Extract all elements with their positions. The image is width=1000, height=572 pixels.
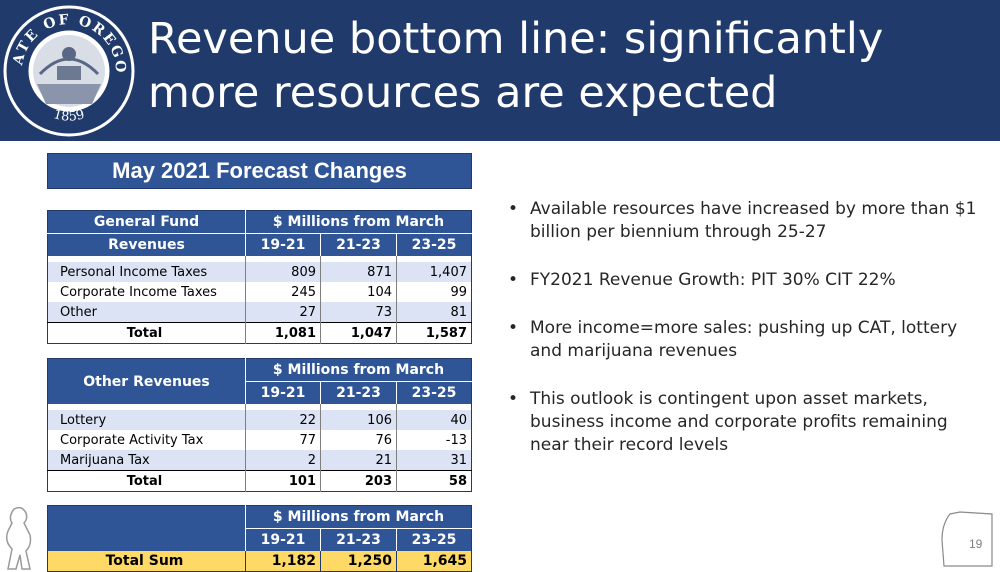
year-header: 19-21 [245,381,321,404]
cell-value: 27 [245,302,321,323]
cell-value: 1,407 [396,262,472,282]
total-sum-row: Total Sum 1,182 1,250 1,645 [47,551,472,572]
bullet-dot: • [508,318,519,338]
year-header: 23-25 [396,528,472,551]
table-row: Personal Income Taxes 809 871 1,407 [47,262,472,282]
total-value: 203 [320,470,397,492]
total-sum-value: 1,645 [396,551,472,572]
total-label: Total [47,322,246,344]
cell-value: 21 [320,450,397,471]
table-row: Corporate Activity Tax 77 76 -13 [48,430,472,450]
row-label: Personal Income Taxes [47,262,246,282]
row-label-header: Other Revenues [47,358,246,404]
cell-value: 871 [320,262,397,282]
bullet-text: Available resources have increased by mo… [530,199,977,242]
row-label: Corporate Activity Tax [60,432,204,448]
bullet-text: This outlook is contingent upon asset ma… [530,389,948,455]
year-header: 19-21 [245,233,321,256]
oregon-outline-icon [941,511,993,567]
cell-value: 40 [396,410,472,430]
total-value: 58 [396,470,472,492]
cell-value: 106 [320,410,397,430]
cell-value: -13 [396,430,472,450]
row-label: Marijuana Tax [47,450,246,471]
table-row: Other 27 73 81 [47,302,472,323]
cell-value: 81 [396,302,472,323]
other-revenues-table: Other Revenues $ Millions from March 19-… [47,358,472,492]
bullet-dot: • [508,199,519,219]
cell-value: 104 [320,282,397,302]
table-row: Marijuana Tax 2 21 31 [47,450,472,471]
bullet-list: • Available resources have increased by m… [508,198,978,482]
slide-title: Revenue bottom line: significantly more … [148,14,884,118]
bullet-item: • Available resources have increased by m… [508,198,978,244]
year-header: 23-25 [396,381,472,404]
cell-value: 22 [245,410,321,430]
total-sum-table: $ Millions from March 19-21 21-23 23-25 … [47,505,472,572]
cell-value: 31 [396,450,472,471]
total-sum-value: 1,182 [245,551,321,572]
forecast-subtitle: May 2021 Forecast Changes [47,153,472,189]
svg-text:1859: 1859 [52,107,87,125]
row-label-header: General Fund [47,210,246,234]
empty-header [47,505,246,551]
bullet-text: FY2021 Revenue Growth: PIT 30% CIT 22% [530,270,896,290]
total-value: 1,587 [396,322,472,344]
table-row: Lottery 22 106 40 [47,410,472,430]
cell-value: 2 [245,450,321,471]
total-row: Total 101 203 58 [47,470,472,492]
bullet-item: • FY2021 Revenue Growth: PIT 30% CIT 22% [508,269,978,292]
total-row: Total 1,081 1,047 1,587 [47,322,472,344]
cell-value: 245 [245,282,321,302]
table-row: Corporate Income Taxes 245 104 99 [48,282,472,302]
cell-value: 809 [245,262,321,282]
bullet-item: • This outlook is contingent upon asset m… [508,388,978,457]
bullet-dot: • [508,389,519,409]
group-header: $ Millions from March [245,358,472,382]
row-label: Corporate Income Taxes [60,284,217,300]
cell-value: 99 [396,282,472,302]
total-value: 101 [245,470,321,492]
total-sum-label: Total Sum [47,551,246,572]
bigfoot-figure-icon [5,506,32,570]
group-header: $ Millions from March [245,210,472,234]
general-fund-table: General Fund $ Millions from March Reven… [47,210,472,344]
year-header: 21-23 [320,528,397,551]
bullet-dot: • [508,270,519,290]
total-value: 1,047 [320,322,397,344]
oregon-state-seal-icon: STATE OF OREGON 1859 [2,4,135,137]
row-label-header-2: Revenues [47,233,246,256]
title-banner: STATE OF OREGON 1859 Revenue bottom line… [0,0,1000,141]
year-header: 19-21 [245,528,321,551]
cell-value: 76 [320,430,397,450]
row-label: Other [47,302,246,323]
cell-value: 73 [320,302,397,323]
bullet-text: More income=more sales: pushing up CAT, … [530,318,958,361]
year-header: 21-23 [320,233,397,256]
total-sum-value: 1,250 [320,551,397,572]
total-label: Total [47,470,246,492]
group-header: $ Millions from March [245,505,472,529]
year-header: 21-23 [320,381,397,404]
row-label: Lottery [47,410,246,430]
page-number: 19 [969,537,983,551]
bullet-item: • More income=more sales: pushing up CAT,… [508,317,978,363]
total-value: 1,081 [245,322,321,344]
cell-value: 77 [245,430,321,450]
year-header: 23-25 [396,233,472,256]
